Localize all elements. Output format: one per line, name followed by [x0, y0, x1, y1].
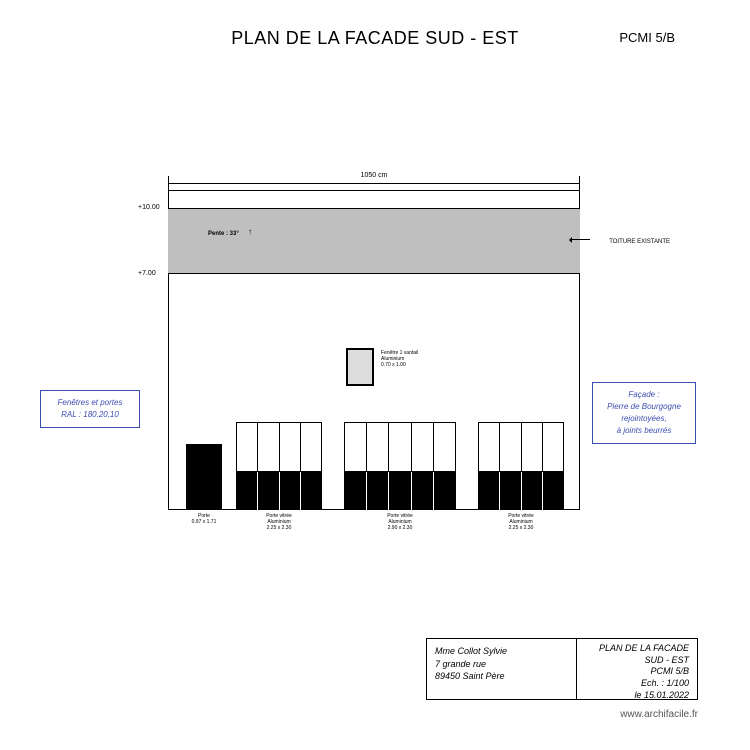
small-window: [346, 348, 374, 386]
facade-drawing: 1050 cm +10.00 +7.00 Pente : 33° ↑ TOITU…: [168, 190, 580, 510]
owner-block: Mme Collot Sylvie 7 grande rue 89450 Sai…: [427, 639, 577, 699]
roof-existing-label: TOITURE EXISTANTE: [609, 239, 670, 245]
plan-info-block: PLAN DE LA FACADE SUD - EST PCMI 5/B Ech…: [577, 639, 697, 699]
glazed-door-1: [236, 422, 322, 510]
glazed-door-3-label: Porte vitréeAluminium2.25 x 2.30: [478, 510, 564, 531]
glazed-door-1-label: Porte vitréeAluminium2.25 x 2.30: [236, 510, 322, 531]
note-windows-ral: Fenêtres et portes RAL : 180.20.10: [40, 390, 140, 428]
glazed-door-2-label: Porte vitréeAluminium2.90 x 2.30: [344, 510, 456, 531]
roof-slope-label: Pente : 33°: [208, 231, 239, 237]
elevation-top: +10.00: [138, 204, 160, 211]
door-label: Porte0.97 x 1.71: [186, 510, 222, 525]
door: [186, 444, 222, 510]
glazed-door-3: [478, 422, 564, 510]
small-window-label: Fenêtre 1 vantail Aluminium 0.70 x 1.00: [381, 350, 418, 368]
footer-link: www.archifacile.fr: [620, 709, 698, 720]
page-title: PLAN DE LA FACADE SUD - EST: [231, 28, 519, 48]
dimension-top: 1050 cm: [168, 176, 580, 190]
glazed-door-2: [344, 422, 456, 510]
roof-band: Pente : 33° ↑ TOITURE EXISTANTE: [168, 208, 580, 274]
openings-row: Porte0.97 x 1.71 Porte vitréeAluminium2.…: [168, 422, 580, 510]
dim-width-label: 1050 cm: [349, 172, 399, 179]
doc-ref: PCMI 5/B: [619, 30, 675, 45]
arrow-left-icon: [570, 239, 590, 240]
arrow-up-icon: ↑: [248, 227, 252, 236]
title-block: Mme Collot Sylvie 7 grande rue 89450 Sai…: [426, 638, 698, 700]
note-facade-material: Façade : Pierre de Bourgogne rejointoyée…: [592, 382, 696, 444]
elevation-roof-bottom: +7.00: [138, 270, 156, 277]
